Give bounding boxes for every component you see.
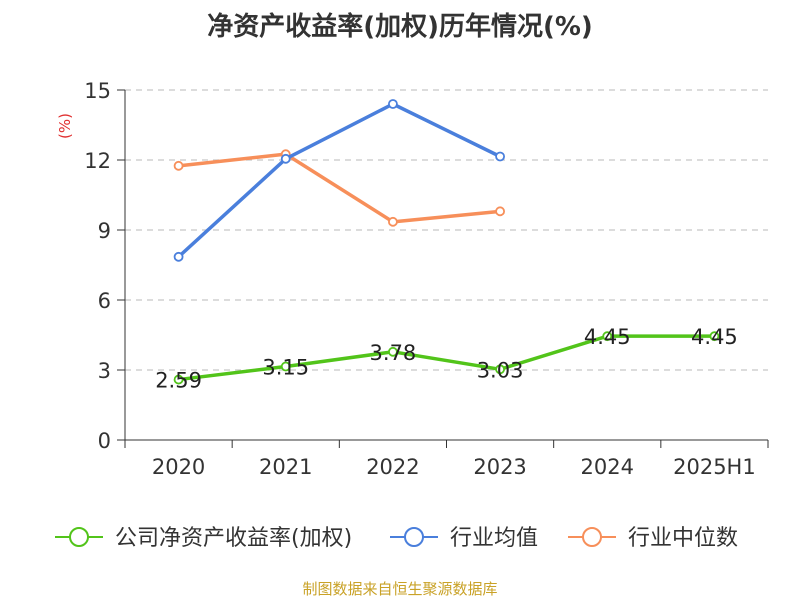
data-point: [173, 160, 184, 171]
legend-label: 公司净资产收益率(加权): [115, 526, 352, 551]
data-label: 3.03: [477, 358, 524, 382]
data-label: 4.45: [584, 325, 631, 349]
y-tick-label: 12: [84, 149, 111, 173]
series-line: [176, 334, 717, 382]
legend-label: 行业中位数: [628, 526, 738, 551]
x-tick-label: 2021: [259, 455, 312, 479]
x-tick-label: 2024: [581, 455, 634, 479]
data-point: [280, 153, 291, 164]
chart-title: 净资产收益率(加权)历年情况(%): [207, 12, 593, 42]
x-tick-label: 2023: [473, 455, 526, 479]
data-point: [495, 206, 505, 217]
legend-swatch-marker: [404, 527, 424, 547]
y-tick-label: 3: [98, 359, 111, 383]
data-point: [173, 251, 184, 262]
data-label: 2.59: [155, 369, 202, 393]
data-point: [173, 374, 184, 385]
data-point: [388, 346, 398, 357]
data-point: [280, 361, 291, 372]
data-point: [388, 216, 398, 227]
legend-swatch-marker: [69, 527, 89, 547]
data-point: [388, 99, 398, 109]
legend-label: 行业均值: [450, 526, 538, 551]
x-tick-label: 2020: [152, 455, 205, 479]
source-note: 制图数据来自恒生聚源数据库: [302, 580, 498, 598]
series-line: [176, 152, 502, 224]
y-tick-label: 6: [98, 289, 111, 313]
series-line: [176, 102, 502, 259]
y-tick-label: 15: [84, 79, 111, 103]
data-label: 4.45: [691, 325, 738, 349]
y-tick-label: 9: [98, 219, 111, 243]
x-tick-label: 2025H1: [673, 455, 756, 479]
x-tick-label: 2022: [366, 455, 419, 479]
y-tick-label: 0: [98, 429, 111, 453]
data-point: [602, 331, 613, 342]
y-axis-label: (%): [56, 113, 74, 139]
data-label: 3.78: [370, 341, 417, 365]
legend-swatch-marker: [582, 527, 602, 547]
data-point: [495, 151, 505, 162]
data-label: 3.15: [262, 356, 309, 380]
data-point: [495, 364, 505, 375]
data-point: [709, 331, 720, 342]
